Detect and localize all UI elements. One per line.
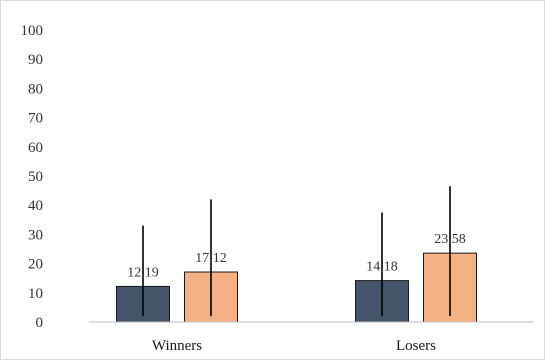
y-tick-label-100: 100 xyxy=(21,23,44,39)
y-tick-label-30: 30 xyxy=(28,227,43,243)
data-label-winners-series-1: 12,19 xyxy=(127,265,159,280)
data-label-losers-series-1: 14,18 xyxy=(366,260,398,275)
y-tick-label-50: 50 xyxy=(28,169,43,185)
bars xyxy=(117,253,477,322)
y-tick-label-0: 0 xyxy=(36,315,44,331)
category-labels: Winners Losers xyxy=(152,338,436,354)
y-tick-label-20: 20 xyxy=(28,257,43,273)
y-tick-label-40: 40 xyxy=(28,198,43,214)
y-tick-label-90: 90 xyxy=(28,52,43,68)
y-tick-label-80: 80 xyxy=(28,81,43,97)
data-labels: 12,19 14,18 17,12 23,58 xyxy=(127,232,466,280)
y-tick-label-70: 70 xyxy=(28,111,43,127)
y-tick-label-60: 60 xyxy=(28,140,43,156)
data-label-winners-series-2: 17,12 xyxy=(195,251,227,266)
data-label-losers-series-2: 23,58 xyxy=(434,232,466,247)
category-label-winners: Winners xyxy=(152,338,202,354)
y-axis-ticks: 0 10 20 30 40 50 60 70 80 90 100 xyxy=(21,23,44,331)
category-label-losers: Losers xyxy=(396,338,436,354)
y-tick-label-10: 10 xyxy=(28,286,43,302)
